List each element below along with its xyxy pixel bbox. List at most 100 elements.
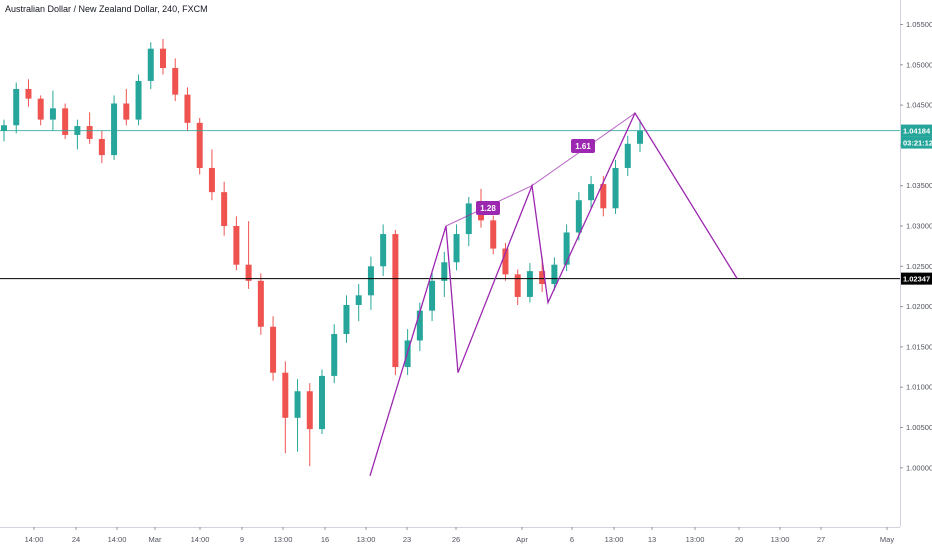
x-tick-label: Mar — [149, 535, 162, 544]
candle-body — [600, 184, 607, 209]
x-tick-label: 16 — [321, 535, 329, 544]
candle-body — [575, 200, 582, 233]
y-tick-label: 1.03000 — [906, 222, 932, 231]
candle-body — [172, 68, 179, 95]
candle-body — [465, 203, 472, 235]
candle-body — [123, 103, 130, 120]
x-tick-label: 24 — [72, 535, 80, 544]
time-axis[interactable]: 14:00 24 14:00 Mar 14:00 9 13:00 16 13:00 23 26 Apr… — [25, 527, 895, 544]
candle-body — [257, 280, 264, 327]
ratio-label-box — [476, 201, 500, 215]
x-tick-label: 14:00 — [25, 535, 44, 544]
x-tick-label: 23 — [403, 535, 411, 544]
price-axis-tags: 1.04184 03:21:12 1.02347 — [901, 124, 932, 285]
x-tick-label: May — [880, 535, 894, 544]
candle-body — [392, 234, 399, 368]
chart-title: Australian Dollar / New Zealand Dollar, … — [5, 4, 208, 14]
price-axis[interactable]: 1.055001.050001.045001.040001.035001.030… — [900, 20, 932, 472]
candle-body — [502, 248, 509, 275]
current-price-tag-label: 1.04184 — [903, 127, 931, 136]
candle-body — [208, 167, 215, 193]
pattern-extension-line — [445, 112, 636, 227]
candle-body — [551, 264, 558, 285]
x-tick-label: 26 — [452, 535, 460, 544]
ratio-label: 1.28 — [480, 204, 496, 213]
x-tick-label: 20 — [735, 535, 743, 544]
candle-body — [319, 375, 325, 430]
y-tick-label: 1.02500 — [906, 262, 932, 271]
candle-body — [270, 326, 277, 373]
x-tick-label: 13:00 — [605, 535, 624, 544]
x-tick-label: 14:00 — [108, 535, 127, 544]
candle-body — [539, 271, 546, 285]
candle-body — [160, 48, 166, 69]
countdown-tag — [901, 136, 932, 149]
candle-body — [355, 295, 362, 305]
x-tick-label: 13:00 — [357, 535, 376, 544]
y-tick-label: 1.02000 — [906, 302, 932, 311]
candle-body — [526, 271, 533, 297]
candle-body — [490, 220, 497, 249]
y-tick-label: 1.05500 — [906, 20, 932, 29]
candles-layer — [1, 39, 643, 467]
candle-body — [245, 264, 252, 281]
y-tick-label: 1.01500 — [906, 342, 932, 351]
candle-body — [147, 48, 154, 81]
candle-body — [86, 126, 93, 139]
candle-body — [331, 334, 338, 376]
x-tick-label: 13:00 — [274, 535, 293, 544]
harmonic-pattern-layer[interactable]: 1.28 1.61 — [369, 111, 738, 477]
horizontal-level-tag — [901, 272, 932, 285]
candle-body — [588, 184, 595, 201]
candle-body — [416, 310, 423, 341]
plot-background — [0, 0, 900, 527]
ratio-label: 1.61 — [575, 142, 591, 151]
y-tick-label: 1.00500 — [906, 423, 932, 432]
candle-body — [1, 125, 7, 131]
y-tick-label: 1.05000 — [906, 60, 932, 69]
x-tick-label: 9 — [240, 535, 244, 544]
x-tick-label: 6 — [570, 535, 574, 544]
x-tick-label: 13:00 — [771, 535, 790, 544]
x-tick-label: 27 — [817, 535, 825, 544]
candle-body — [294, 391, 301, 418]
candle-body — [453, 234, 460, 263]
candle-body — [612, 167, 619, 209]
candle-body — [221, 192, 228, 226]
current-price-tag — [901, 124, 932, 137]
candle-body — [233, 226, 240, 265]
candle-body — [111, 103, 118, 156]
x-tick-label: 13:00 — [686, 535, 705, 544]
y-tick-label: 1.04500 — [906, 101, 932, 110]
x-tick-label: Apr — [516, 535, 528, 544]
candle-body — [98, 138, 105, 156]
candle-body — [429, 280, 436, 311]
x-tick-label: 13 — [648, 535, 656, 544]
x-tick-label: 14:00 — [191, 535, 210, 544]
ratio-label-box — [571, 139, 595, 153]
candle-body — [441, 262, 448, 281]
candle-body — [563, 232, 570, 265]
candle-body — [25, 88, 32, 99]
candle-body — [367, 266, 374, 296]
candle-body — [343, 304, 350, 334]
candle-body — [49, 108, 56, 120]
candle-body — [196, 122, 203, 168]
candle-body — [282, 372, 289, 418]
candle-body — [135, 80, 142, 120]
y-tick-label: 1.03500 — [906, 181, 932, 190]
candle-body — [62, 108, 69, 135]
candle-body — [514, 274, 521, 297]
y-tick-label: 1.00000 — [906, 463, 932, 472]
candle-body — [37, 98, 44, 120]
y-tick-label: 1.01000 — [906, 383, 932, 392]
candle-body — [306, 391, 313, 430]
candle-body — [624, 143, 631, 168]
candle-body — [637, 130, 643, 144]
horizontal-level-tag-label: 1.02347 — [903, 275, 930, 284]
candle-body — [13, 88, 20, 126]
candle-body — [184, 94, 191, 123]
candle-body — [380, 234, 387, 267]
countdown-tag-label: 03:21:12 — [903, 139, 932, 148]
